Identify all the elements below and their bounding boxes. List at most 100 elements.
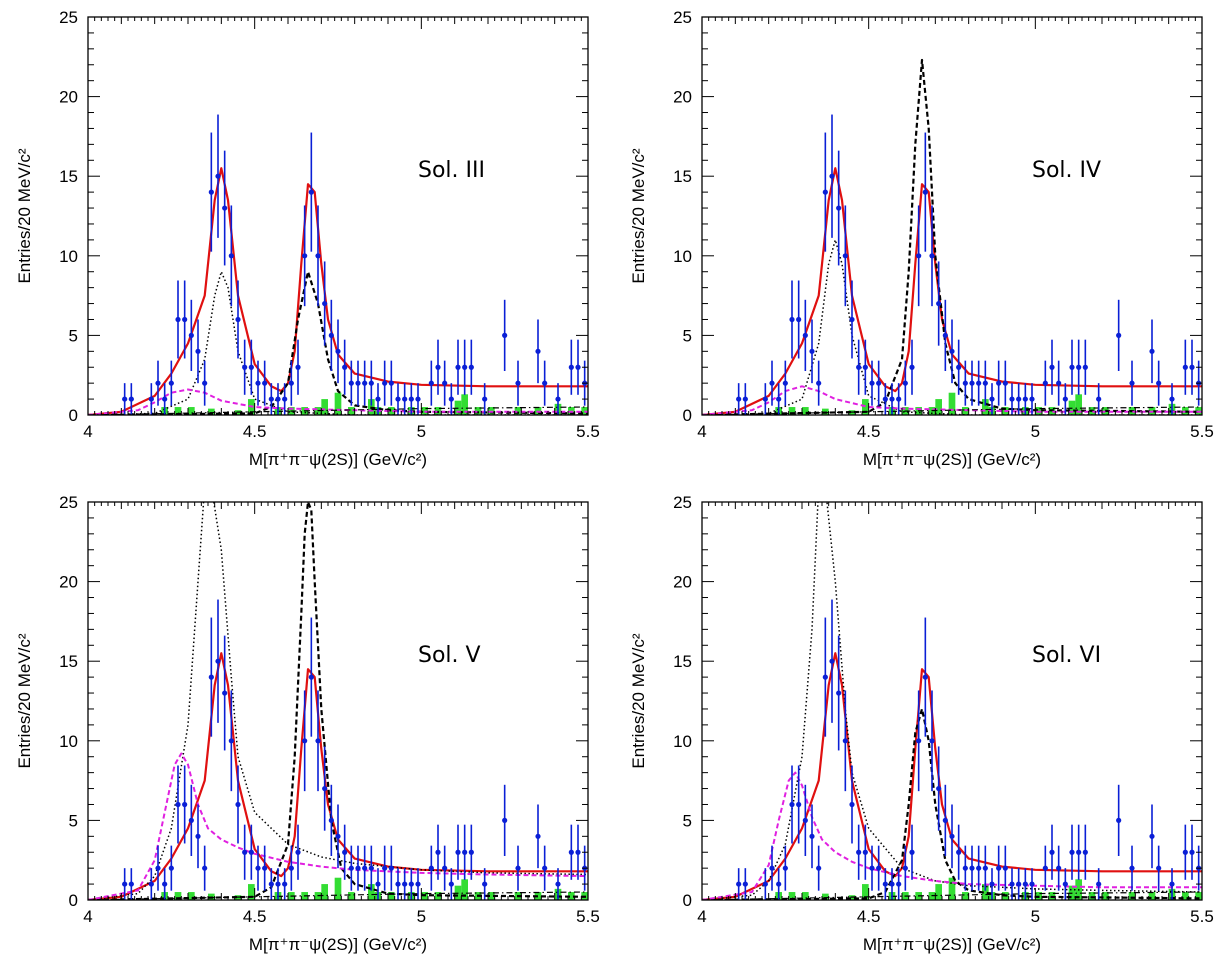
data-point	[275, 383, 281, 415]
data-point	[175, 280, 181, 359]
data-point	[395, 868, 401, 900]
data-marker	[736, 396, 742, 402]
data-marker	[976, 865, 982, 871]
data-point	[415, 383, 421, 415]
data-marker	[155, 380, 161, 386]
fit-curve-3	[702, 58, 1202, 415]
background-bar	[174, 407, 182, 415]
data-marker	[228, 253, 234, 259]
data-marker	[295, 849, 301, 855]
data-point	[969, 845, 975, 891]
data-point	[1069, 824, 1075, 880]
data-marker	[889, 396, 895, 402]
fit-curve-3	[702, 707, 1202, 900]
data-point	[275, 868, 281, 900]
x-tick-label: 4	[83, 422, 92, 441]
data-point	[1042, 360, 1048, 406]
data-marker	[308, 674, 314, 680]
data-marker	[182, 801, 188, 808]
background-bar	[822, 893, 829, 900]
data-point	[1042, 845, 1048, 891]
data-point	[315, 205, 321, 307]
y-tick-label: 0	[69, 406, 78, 425]
data-marker	[862, 849, 868, 855]
data-point	[155, 845, 161, 891]
data-point	[782, 360, 788, 406]
background-bar	[1182, 892, 1189, 900]
data-marker	[902, 865, 908, 871]
data-marker	[742, 396, 748, 402]
background-bar	[474, 407, 482, 415]
data-marker	[542, 865, 548, 871]
fit-curve-2	[88, 270, 588, 415]
data-point	[842, 205, 848, 307]
data-marker	[128, 881, 134, 887]
data-marker	[1009, 881, 1015, 887]
data-marker	[228, 738, 234, 744]
data-point	[248, 339, 254, 395]
data-marker	[916, 738, 922, 744]
data-marker	[829, 658, 835, 664]
data-marker	[942, 817, 948, 824]
data-marker	[869, 380, 875, 386]
data-point	[362, 845, 368, 891]
data-marker	[1049, 364, 1055, 370]
data-marker	[375, 396, 381, 402]
data-marker	[949, 348, 955, 354]
data-point	[255, 845, 261, 891]
data-point	[515, 845, 521, 891]
data-marker	[275, 881, 281, 887]
data-marker	[342, 849, 348, 855]
data-marker	[1129, 865, 1135, 871]
data-marker	[942, 332, 948, 338]
data-marker	[575, 364, 581, 370]
data-point	[335, 319, 341, 384]
data-point	[802, 299, 808, 371]
data-point	[368, 360, 374, 406]
data-point	[482, 383, 488, 415]
data-point	[856, 824, 862, 880]
y-tick-label: 10	[59, 732, 78, 751]
data-point	[148, 383, 154, 415]
data-marker	[282, 881, 288, 887]
data-marker	[408, 396, 414, 402]
data-marker	[555, 881, 561, 887]
data-marker	[776, 881, 782, 887]
data-point	[262, 360, 268, 406]
data-marker	[568, 849, 574, 855]
data-point	[448, 868, 454, 900]
data-marker	[962, 380, 968, 386]
data-point	[435, 339, 441, 395]
data-point	[1182, 824, 1188, 880]
data-point	[742, 868, 748, 900]
data-marker	[982, 380, 988, 386]
data-point	[1002, 360, 1008, 406]
plot-area	[702, 502, 1202, 900]
data-marker	[342, 364, 348, 370]
data-marker	[762, 881, 768, 887]
data-point	[408, 383, 414, 415]
data-marker	[502, 817, 508, 824]
data-point	[1002, 845, 1008, 891]
data-marker	[428, 865, 434, 871]
data-point	[1076, 824, 1082, 880]
data-marker	[909, 364, 915, 370]
data-marker	[1016, 396, 1022, 402]
y-tick-label: 20	[59, 88, 78, 107]
background-bar	[488, 892, 495, 900]
data-marker	[255, 380, 261, 386]
data-point	[882, 868, 888, 900]
data-point	[355, 845, 361, 891]
background-bar	[1088, 892, 1096, 900]
data-marker	[388, 380, 394, 386]
data-marker	[882, 881, 888, 887]
data-point	[375, 868, 381, 900]
data-point	[929, 205, 935, 307]
ticks	[87, 501, 589, 901]
background-bar	[1075, 394, 1082, 415]
data-point	[382, 845, 388, 891]
background-bar	[788, 407, 796, 415]
data-marker	[1016, 881, 1022, 887]
data-marker	[435, 849, 441, 855]
data-point	[228, 205, 234, 307]
